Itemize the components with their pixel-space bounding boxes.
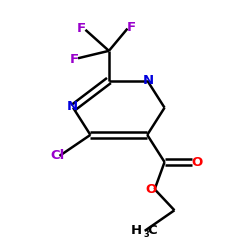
Text: O: O <box>192 156 203 168</box>
Text: F: F <box>126 21 136 34</box>
Text: 3: 3 <box>143 230 149 239</box>
Text: H: H <box>131 224 142 237</box>
Text: Cl: Cl <box>50 150 64 162</box>
Text: N: N <box>143 74 154 87</box>
Text: C: C <box>148 224 157 237</box>
Text: F: F <box>77 22 86 35</box>
Text: N: N <box>67 100 78 113</box>
Text: F: F <box>70 53 79 66</box>
Text: O: O <box>145 183 156 196</box>
